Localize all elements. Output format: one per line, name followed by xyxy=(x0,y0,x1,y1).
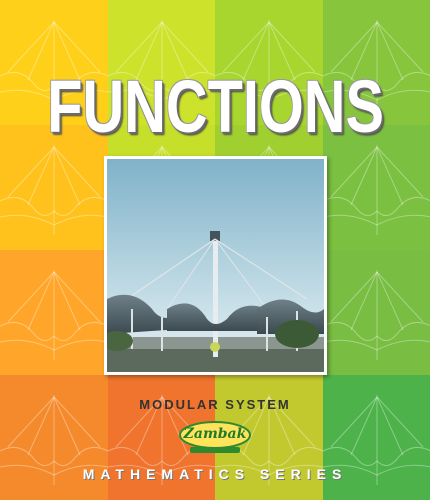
canopy-line-art xyxy=(322,145,430,235)
canopy-line-art xyxy=(0,270,108,360)
zambak-logo: Zambak xyxy=(178,420,252,456)
canopy-line-art xyxy=(0,395,108,485)
canopy-line-art xyxy=(322,20,430,110)
canopy-line-art xyxy=(322,270,430,360)
canopy-line-art xyxy=(0,20,108,110)
canopy-line-art xyxy=(215,20,323,110)
canopy-line-art xyxy=(215,395,323,485)
publisher-name: Zambak xyxy=(183,426,247,442)
background-tile xyxy=(0,0,109,126)
background-tile xyxy=(107,0,216,126)
series-name: MATHEMATICS SERIES xyxy=(82,466,348,482)
background-tile xyxy=(0,125,109,251)
canopy-line-art xyxy=(0,145,108,235)
background-tile xyxy=(0,250,109,376)
canopy-line-art xyxy=(107,20,216,110)
background-tile xyxy=(0,375,109,500)
canopy-photo-illustration xyxy=(107,159,324,372)
canopy-line-art xyxy=(107,395,216,485)
cover-subtitle: MODULAR SYSTEM xyxy=(139,397,291,412)
background-tile xyxy=(322,375,430,500)
cover-photo xyxy=(104,156,327,375)
background-tile xyxy=(322,250,430,376)
background-tile xyxy=(322,125,430,251)
background-tile xyxy=(215,0,324,126)
background-tile xyxy=(322,0,430,126)
canopy-line-art xyxy=(322,395,430,485)
cover-title: FUNCTIONS xyxy=(47,65,384,148)
logo-badge-shape xyxy=(179,421,251,453)
